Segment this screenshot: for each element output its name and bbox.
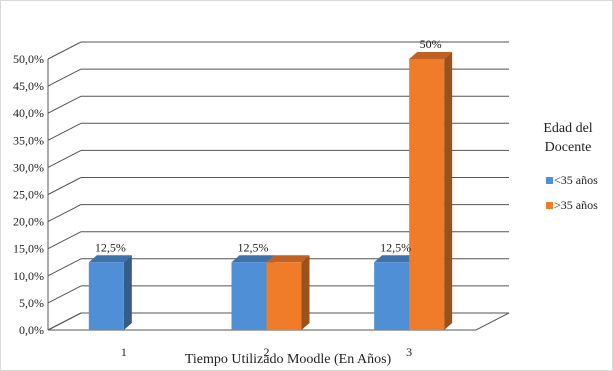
gridline-side <box>47 41 82 60</box>
x-tick-label: 3 <box>406 345 412 359</box>
y-tick-label: 10,0% <box>13 269 44 283</box>
bar-front <box>231 262 267 330</box>
legend-label-under-35: <35 años <box>554 173 598 187</box>
y-tick-label: 15,0% <box>13 242 44 256</box>
x-axis-ticks: 1 2 3 <box>121 345 412 359</box>
y-tick-label: 40,0% <box>13 106 44 120</box>
bar-top <box>374 255 418 263</box>
bar-top <box>409 52 453 59</box>
gridline-side <box>47 258 82 277</box>
bar <box>266 255 310 330</box>
legend-title-line-1: Edad del <box>543 121 592 136</box>
y-axis-ticks: 0,0% 5,0% 10,0% 15,0% 20,0% 25,0% 30,0% 35,0% 40… <box>13 52 44 337</box>
bar-front <box>409 59 445 330</box>
data-label: 12,5% <box>380 240 411 254</box>
gridline-side <box>47 177 82 195</box>
bar-top <box>231 255 275 263</box>
legend-title-line-2: Docente <box>545 140 592 155</box>
legend-label-over-35: >35 años <box>554 198 598 212</box>
gridline-side <box>47 122 82 141</box>
x-tick-label: 1 <box>121 345 127 359</box>
data-label: 12,5% <box>238 240 269 254</box>
bars <box>88 52 453 330</box>
y-tick-label: 30,0% <box>13 160 44 174</box>
bar-front <box>88 262 124 330</box>
gridline-side <box>47 285 82 304</box>
gridline-side <box>47 95 82 114</box>
bar-side <box>301 255 310 330</box>
data-labels: 12,5% 12,5% 12,5% 50% <box>95 37 442 254</box>
y-tick-label: 45,0% <box>13 79 44 93</box>
legend: Edad del Docente <35 años >35 años <box>543 121 598 212</box>
y-tick-label: 5,0% <box>19 296 44 310</box>
x-axis-title: Tiempo Utilizado Moodle (En Años) <box>185 352 392 367</box>
data-label: 12,5% <box>95 240 126 254</box>
legend-swatch-under-35 <box>546 177 553 184</box>
y-tick-label: 20,0% <box>13 215 44 229</box>
bar <box>88 255 132 330</box>
y-tick-label: 35,0% <box>13 133 44 147</box>
bar-top <box>88 255 132 263</box>
gridline-side <box>47 204 82 223</box>
gridline-side <box>47 231 82 250</box>
gridline-side <box>47 312 82 331</box>
y-tick-label: 50,0% <box>13 52 44 66</box>
data-label: 50% <box>420 37 442 51</box>
gridline-side <box>47 68 82 87</box>
gridline-side <box>47 149 82 168</box>
bar-side <box>123 255 132 330</box>
bar-side <box>444 52 453 330</box>
bar <box>409 52 453 330</box>
y-tick-label: 25,0% <box>13 188 44 202</box>
legend-swatch-over-35 <box>546 202 553 209</box>
bar-top <box>266 255 310 263</box>
bar-front <box>374 262 410 330</box>
y-tick-label: 0,0% <box>19 323 44 337</box>
bar-front <box>266 262 302 330</box>
x-tick-label: 2 <box>264 345 270 359</box>
